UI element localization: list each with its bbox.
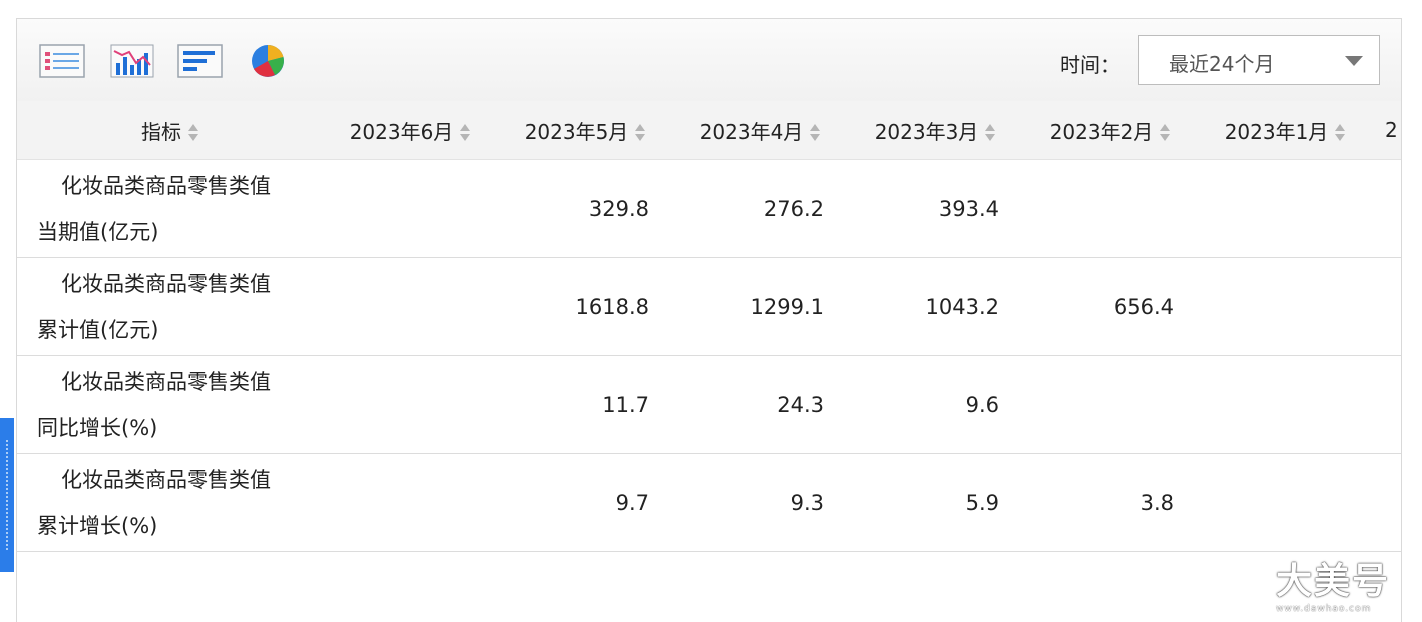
value-cell [323,257,498,356]
sort-icon[interactable] [1159,123,1171,143]
data-panel: 时间： 最近24个月 指标 2023年6月 2023年5月 2023年4月 20… [16,18,1402,622]
value-cell: 24.3 [673,355,848,454]
column-header[interactable]: 2023年1月 [1198,101,1373,160]
value-cell [1198,453,1373,552]
value-cell [1198,159,1373,258]
sort-icon[interactable] [634,123,646,143]
grip-icon [6,440,10,550]
value-cell: 393.4 [848,159,1023,258]
value-cell [1373,257,1401,356]
value-cell: 1043.2 [848,257,1023,356]
table-row: 化妆品类商品零售类值 同比增长(%) 11.7 24.3 9.6 [17,355,1401,454]
value-cell [323,453,498,552]
value-cell [323,159,498,258]
column-header[interactable]: 2023年5月 [498,101,673,160]
table-view-icon[interactable] [39,43,85,79]
table-row: 化妆品类商品零售类值 累计值(亿元) 1618.8 1299.1 1043.2 6… [17,257,1401,356]
value-cell [1023,355,1198,454]
value-cell: 656.4 [1023,257,1198,356]
time-label: 时间： [1060,53,1120,77]
sort-icon[interactable] [984,123,996,143]
column-header-indicator[interactable]: 指标 [17,101,323,160]
watermark-text: 大美号 [1276,560,1391,602]
table-header-row: 指标 2023年6月 2023年5月 2023年4月 2023年3月 2023年… [17,101,1401,160]
column-header[interactable]: 2023年4月 [673,101,848,160]
column-header[interactable]: 2023年3月 [848,101,1023,160]
indicator-cell: 化妆品类商品零售类值 当期值(亿元) [17,159,323,258]
column-header[interactable]: 2023年2月 [1023,101,1198,160]
line-chart-icon[interactable] [109,43,155,79]
column-header[interactable]: 2023年6月 [323,101,498,160]
value-cell [1373,355,1401,454]
table-row: 化妆品类商品零售类值 当期值(亿元) 329.8 276.2 393.4 [17,159,1401,258]
value-cell: 9.3 [673,453,848,552]
value-cell [1198,355,1373,454]
value-cell: 1618.8 [498,257,673,356]
value-cell: 11.7 [498,355,673,454]
data-table: 指标 2023年6月 2023年5月 2023年4月 2023年3月 2023年… [17,101,1401,552]
value-cell [1023,159,1198,258]
value-cell: 9.7 [498,453,673,552]
time-range-select[interactable]: 最近24个月 [1138,35,1380,85]
value-cell: 1299.1 [673,257,848,356]
column-header[interactable]: 2 [1373,101,1401,160]
value-cell [1198,257,1373,356]
chevron-down-icon [1345,56,1363,66]
indicator-cell: 化妆品类商品零售类值 同比增长(%) [17,355,323,454]
indicator-cell: 化妆品类商品零售类值 累计值(亿元) [17,257,323,356]
table-row: 化妆品类商品零售类值 累计增长(%) 9.7 9.3 5.9 3.8 [17,453,1401,552]
sort-icon[interactable] [187,123,199,143]
sort-icon[interactable] [1334,123,1346,143]
bar-chart-icon[interactable] [177,43,223,79]
pie-chart-icon[interactable] [245,43,291,79]
time-range-value: 最近24个月 [1169,52,1275,76]
value-cell: 276.2 [673,159,848,258]
side-drawer-handle[interactable] [0,418,14,572]
watermark-url: www.dawhao.com [1276,604,1372,614]
watermark: 大美号 www.dawhao.com [1276,552,1396,614]
toolbar: 时间： 最近24个月 [17,19,1401,102]
value-cell [1373,159,1401,258]
value-cell: 9.6 [848,355,1023,454]
sort-icon[interactable] [459,123,471,143]
value-cell [323,355,498,454]
sort-icon[interactable] [809,123,821,143]
indicator-cell: 化妆品类商品零售类值 累计增长(%) [17,453,323,552]
value-cell [1373,453,1401,552]
value-cell: 3.8 [1023,453,1198,552]
value-cell: 5.9 [848,453,1023,552]
value-cell: 329.8 [498,159,673,258]
